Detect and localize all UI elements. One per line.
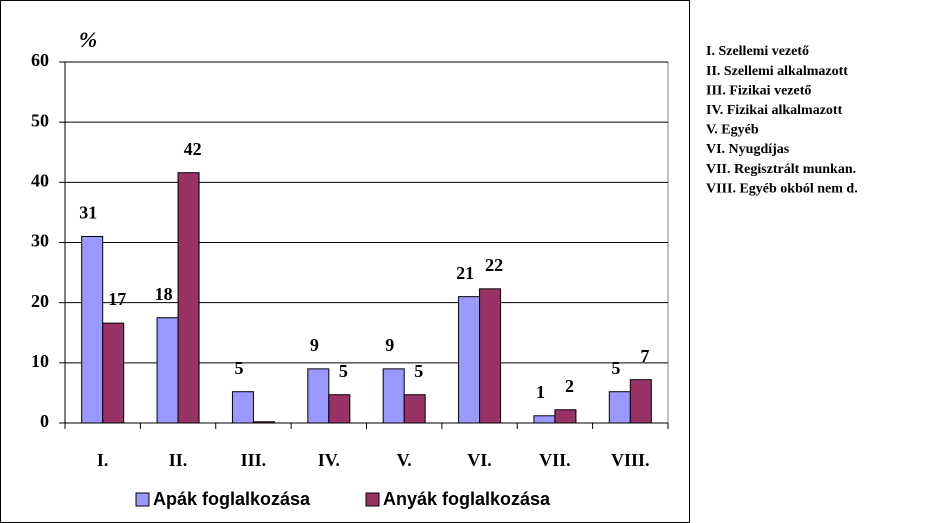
value-label: 7 xyxy=(640,346,649,366)
note: VII. Regisztrált munkan. xyxy=(706,162,856,177)
note: VIII. Egyéb okból nem d. xyxy=(706,181,858,196)
x-tick-label: II. xyxy=(169,450,188,470)
y-tick-label: 20 xyxy=(31,291,49,311)
value-label: 2 xyxy=(565,376,574,396)
bar xyxy=(629,379,652,424)
value-label: 18 xyxy=(155,284,173,304)
value-label: 42 xyxy=(184,139,202,159)
bar xyxy=(81,235,104,424)
x-tick-label: VIII. xyxy=(611,450,650,470)
value-label: 17 xyxy=(108,289,126,309)
note: IV. Fizikai alkalmazott xyxy=(706,103,843,118)
bar xyxy=(156,317,179,424)
bar xyxy=(177,172,200,424)
legend-label: Apák foglalkozása xyxy=(153,489,311,509)
y-tick-label: 60 xyxy=(31,50,49,70)
y-tick-label: 30 xyxy=(31,231,49,251)
x-tick-label: VI. xyxy=(467,450,492,470)
value-label: 5 xyxy=(339,361,348,381)
note: VI. Nyugdíjas xyxy=(706,142,790,157)
x-tick-label: VII. xyxy=(539,450,571,470)
value-label: 22 xyxy=(485,255,503,275)
y-tick-label: 50 xyxy=(31,110,49,130)
value-label: 5 xyxy=(234,358,243,378)
value-label: 9 xyxy=(310,335,319,355)
note: I. Szellemi vezető xyxy=(706,44,809,59)
bar xyxy=(458,296,481,424)
bar xyxy=(307,368,330,424)
bar xyxy=(554,409,577,424)
legend-swatch xyxy=(365,492,380,507)
bar xyxy=(533,415,556,424)
value-label: 9 xyxy=(385,335,394,355)
x-tick-label: V. xyxy=(397,450,412,470)
y-tick-label: 10 xyxy=(31,351,49,371)
note: II. Szellemi alkalmazott xyxy=(706,64,848,79)
note: V. Egyéb xyxy=(706,123,759,138)
bar xyxy=(608,391,631,424)
bar xyxy=(328,394,351,424)
bar xyxy=(102,322,125,424)
bar xyxy=(231,391,254,424)
bar xyxy=(403,394,426,424)
y-tick-label: 0 xyxy=(40,411,49,431)
legend-label: Anyák foglalkozása xyxy=(383,489,551,509)
y-unit: % xyxy=(79,27,97,52)
y-tick-label: 40 xyxy=(31,170,49,190)
bar xyxy=(382,368,405,424)
value-label: 5 xyxy=(611,358,620,378)
value-label: 5 xyxy=(414,361,423,381)
note: III. Fizikai vezető xyxy=(706,83,811,98)
x-tick-label: IV. xyxy=(318,450,340,470)
value-label: 31 xyxy=(79,203,97,223)
x-tick-label: I. xyxy=(97,450,109,470)
bar xyxy=(479,288,502,424)
value-label: 1 xyxy=(536,382,545,402)
legend-swatch xyxy=(135,492,150,507)
value-label: 21 xyxy=(456,263,474,283)
x-tick-label: III. xyxy=(241,450,267,470)
